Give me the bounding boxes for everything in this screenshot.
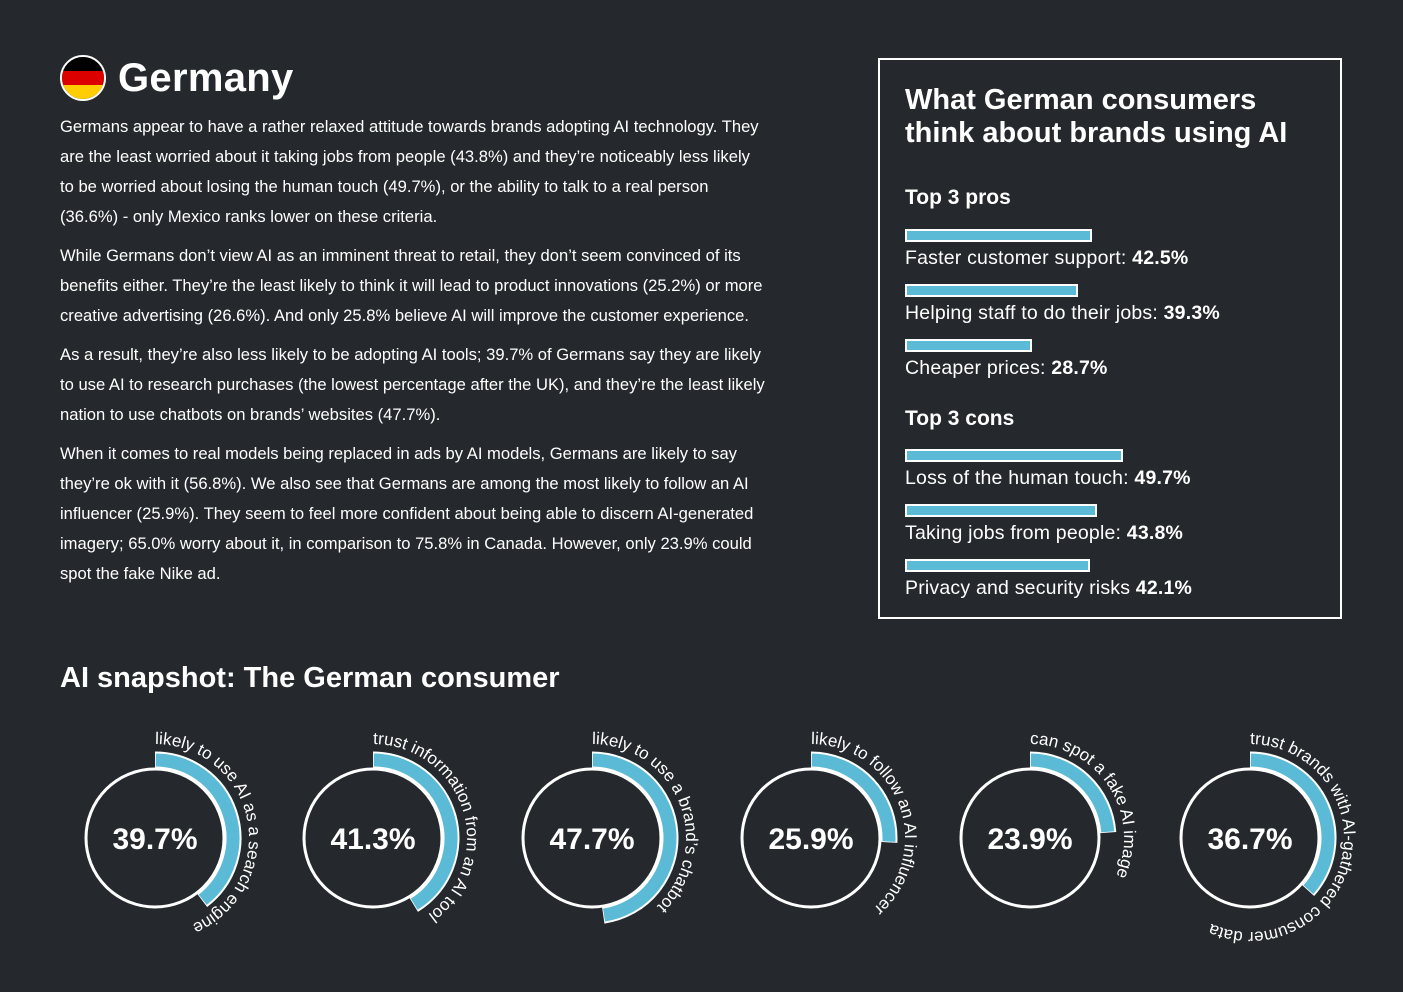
pro-item: Faster customer support: 42.5%: [905, 229, 1325, 270]
gauge-ring: [302, 767, 444, 909]
paragraph: When it comes to real models being repla…: [60, 444, 754, 583]
gauge-arc: [592, 753, 677, 922]
paragraph: While Germans don’t view AI as an immine…: [60, 246, 763, 325]
con-item: Privacy and security risks 42.1%: [905, 559, 1325, 600]
gauge-value: 25.9%: [768, 823, 853, 856]
gauge-arc: [1030, 753, 1115, 833]
pro-bar: [905, 229, 1092, 242]
article-body: Germans appear to have a rather relaxed …: [60, 112, 765, 598]
gauge-value: 41.3%: [330, 823, 415, 856]
gauge-caption: can spot a fake AI image: [1030, 729, 1139, 881]
gauge: 39.7%likely to use AI as a search engine: [84, 729, 264, 938]
pro-value: 39.3%: [1163, 302, 1220, 324]
gauge-value: 47.7%: [549, 823, 634, 856]
con-bar: [905, 559, 1090, 572]
snapshot-title: AI snapshot: The German consumer: [60, 662, 560, 694]
gauge-value: 39.7%: [112, 823, 197, 856]
pro-bar: [905, 284, 1078, 297]
pro-item: Helping staff to do their jobs: 39.3%: [905, 284, 1325, 325]
pro-bar: [905, 339, 1032, 352]
con-item: Loss of the human touch: 49.7%: [905, 449, 1325, 490]
gauge-value: 36.7%: [1207, 823, 1292, 856]
con-label: Privacy and security risks 42.1%: [905, 577, 1193, 599]
pro-label: Faster customer support: 42.5%: [905, 247, 1189, 269]
con-value: 49.7%: [1134, 467, 1191, 489]
con-value: 42.1%: [1135, 577, 1193, 599]
gauge: 47.7%likely to use a brand’s chatbot: [521, 729, 701, 924]
gauge: 36.7%trust brands with AI-gathered consu…: [1179, 729, 1359, 947]
pro-value: 42.5%: [1132, 247, 1189, 269]
gauge-ring: [84, 767, 226, 909]
cons-heading: Top 3 cons: [905, 407, 1015, 430]
gauge-ring: [959, 767, 1101, 909]
con-label: Taking jobs from people: 43.8%: [905, 522, 1184, 544]
gauge: 25.9%likely to follow an AI influencer: [740, 729, 920, 920]
germany-flag-icon: [60, 55, 106, 101]
con-item: Taking jobs from people: 43.8%: [905, 504, 1325, 545]
con-bar: [905, 449, 1123, 462]
pro-label: Cheaper prices: 28.7%: [905, 357, 1108, 379]
gauge-arc: [811, 753, 896, 842]
flag-stripe-gold: [62, 85, 104, 99]
gauge: 23.9%can spot a fake AI image: [959, 729, 1139, 909]
gauge-ring: [740, 767, 882, 909]
pro-item: Cheaper prices: 28.7%: [905, 339, 1325, 380]
gauge-arc: [155, 753, 240, 905]
panel-title: What German consumers think about brands…: [905, 84, 1288, 149]
gauge-value: 23.9%: [987, 823, 1072, 856]
pro-label: Helping staff to do their jobs: 39.3%: [905, 302, 1220, 324]
paragraph: As a result, they’re also less likely to…: [60, 345, 765, 424]
gauge-arc: [373, 753, 458, 910]
gauge-arc: [1250, 753, 1335, 895]
paragraph: Germans appear to have a rather relaxed …: [60, 117, 759, 226]
con-value: 43.8%: [1126, 522, 1184, 544]
flag-stripe-red: [62, 71, 104, 85]
gauge-ring: [521, 767, 663, 909]
flag-stripe-black: [62, 57, 104, 71]
con-bar: [905, 504, 1097, 517]
gauge: 41.3%trust information from an AI tool: [302, 729, 482, 926]
con-label: Loss of the human touch: 49.7%: [905, 467, 1191, 489]
page-header: Germany: [60, 54, 294, 102]
pro-value: 28.7%: [1051, 357, 1108, 379]
pros-heading: Top 3 pros: [905, 186, 1011, 209]
gauge-ring: [1179, 767, 1321, 909]
pros-cons-panel: What German consumers think about brands…: [878, 58, 1342, 619]
page-title: Germany: [118, 55, 294, 100]
